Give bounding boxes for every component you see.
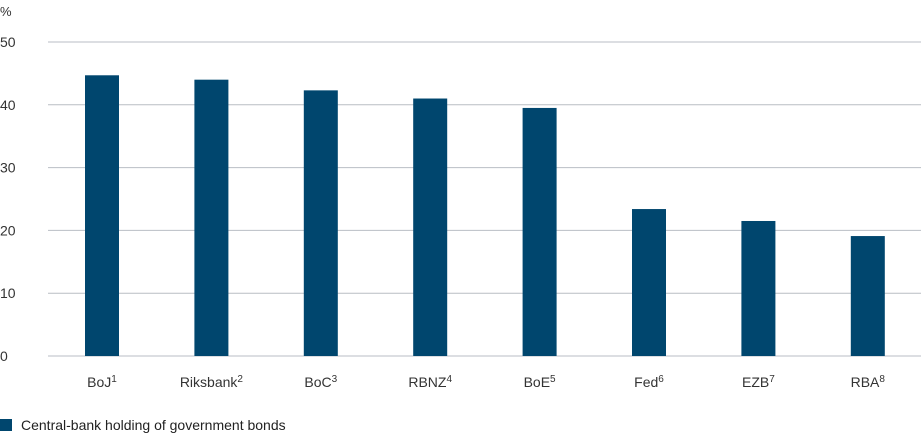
gridlines <box>48 41 921 357</box>
x-tick-label-boe: BoE5 <box>524 374 556 390</box>
x-tick-label-boc: BoC3 <box>304 374 337 390</box>
bar-riksbank <box>194 79 229 357</box>
y-axis-tick-labels: 0 10 20 30 40 50 <box>0 34 16 364</box>
y-axis-unit-label: % <box>0 4 12 19</box>
legend: Central-bank holding of government bonds <box>0 416 286 434</box>
bar-boc <box>303 90 338 356</box>
bar-rba <box>850 236 885 356</box>
x-tick-label-fed: Fed6 <box>634 374 664 390</box>
x-tick-label-rbnz: RBNZ4 <box>408 374 452 390</box>
y-tick-label-0: 0 <box>0 348 8 364</box>
bar-fed <box>632 209 666 356</box>
legend-swatch <box>0 419 12 431</box>
x-axis-category-labels: BoJ1 Riksbank2 BoC3 RBNZ4 BoE5 Fed6 EZB7 RBA8 <box>87 374 885 390</box>
bar-boj <box>85 75 119 356</box>
bar-boe <box>522 107 557 356</box>
bar-ezb <box>741 220 776 356</box>
bar-rbnz <box>413 98 448 357</box>
x-tick-label-ezb: EZB7 <box>742 374 775 390</box>
y-tick-label-40: 40 <box>0 97 16 113</box>
bars <box>85 75 885 357</box>
x-tick-label-rba: RBA8 <box>851 374 886 390</box>
x-tick-label-boj: BoJ1 <box>87 374 117 390</box>
y-tick-label-30: 30 <box>0 160 16 176</box>
y-tick-label-50: 50 <box>0 34 16 50</box>
y-tick-label-20: 20 <box>0 222 16 238</box>
x-tick-label-riksbank: Riksbank2 <box>180 374 244 390</box>
y-tick-label-10: 10 <box>0 285 16 301</box>
legend-label: Central-bank holding of government bonds <box>21 417 286 433</box>
